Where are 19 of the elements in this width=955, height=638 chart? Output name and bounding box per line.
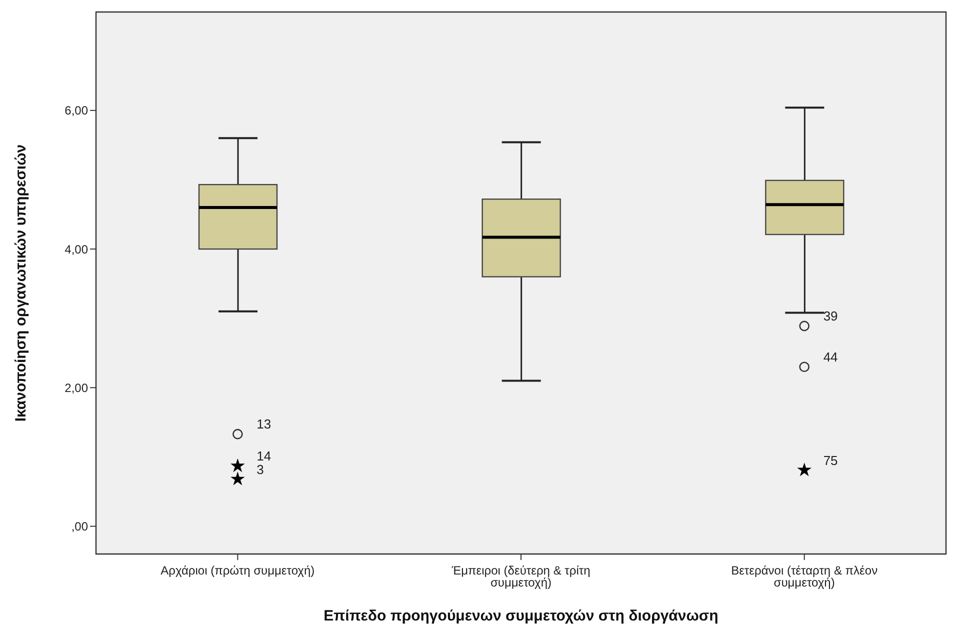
y-tick-label: 4,00	[64, 242, 88, 256]
annotation: 39	[823, 308, 838, 324]
point	[230, 458, 245, 472]
annotation: 44	[823, 349, 838, 364]
y-tick-label: 2,00	[64, 380, 88, 395]
x-tick-label: Βετεράνοι (τέταρτη & πλέον συμμετοχή)	[731, 564, 878, 590]
x-tick-label: Έμπειροι (δεύτερη & τρίτη συμμετοχή)	[450, 564, 590, 590]
x-tick-label: Αρχάριοι (πρώτη συμμετοχή)	[160, 564, 315, 578]
annotation: 3	[256, 462, 264, 477]
x-axis-title: Επίπεδο προηγούμενων συμμετοχών στη διοργάνωση	[324, 608, 718, 625]
y-tick-label: ,00	[71, 520, 88, 534]
y-tick-label: 6,00	[64, 104, 88, 118]
point	[799, 362, 810, 372]
annotation: 75	[823, 452, 838, 468]
point	[797, 462, 812, 476]
point	[232, 428, 243, 440]
y-axis-title: Ικανοποίηση οργανωτικών υπηρεσιών	[12, 144, 30, 422]
annotation: 13	[256, 416, 272, 432]
annotation: 14	[256, 448, 272, 464]
